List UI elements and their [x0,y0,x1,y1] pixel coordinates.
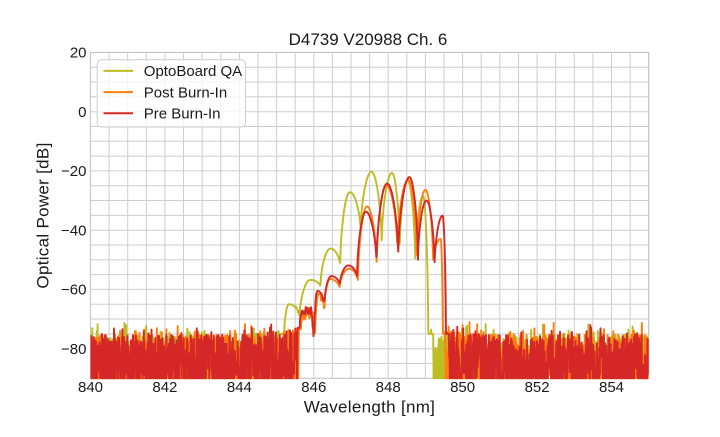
svg-text:OptoBoard QA: OptoBoard QA [144,63,242,80]
svg-text:842: 842 [152,379,177,396]
svg-text:848: 848 [376,379,401,396]
svg-text:852: 852 [525,379,550,396]
svg-text:Optical Power [dB]: Optical Power [dB] [34,142,53,288]
svg-text:Post Burn-In: Post Burn-In [144,84,227,101]
svg-text:840: 840 [78,379,103,396]
svg-text:Pre Burn-In: Pre Burn-In [144,105,221,122]
svg-text:D4739 V20988 Ch. 6: D4739 V20988 Ch. 6 [289,30,448,49]
svg-text:846: 846 [301,379,326,396]
svg-text:850: 850 [450,379,475,396]
svg-text:844: 844 [227,379,252,396]
svg-text:−40: −40 [61,222,86,239]
svg-text:854: 854 [599,379,624,396]
svg-text:Wavelength [nm]: Wavelength [nm] [304,398,435,417]
svg-text:20: 20 [70,45,87,62]
svg-text:−20: −20 [61,163,86,180]
svg-text:−60: −60 [61,282,86,299]
svg-text:0: 0 [78,104,86,121]
svg-text:−80: −80 [61,341,86,358]
